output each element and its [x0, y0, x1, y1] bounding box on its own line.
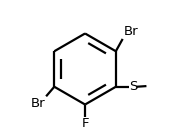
Text: F: F [81, 117, 89, 131]
Text: Br: Br [31, 97, 46, 110]
Text: S: S [129, 80, 138, 93]
Text: Br: Br [123, 25, 138, 38]
